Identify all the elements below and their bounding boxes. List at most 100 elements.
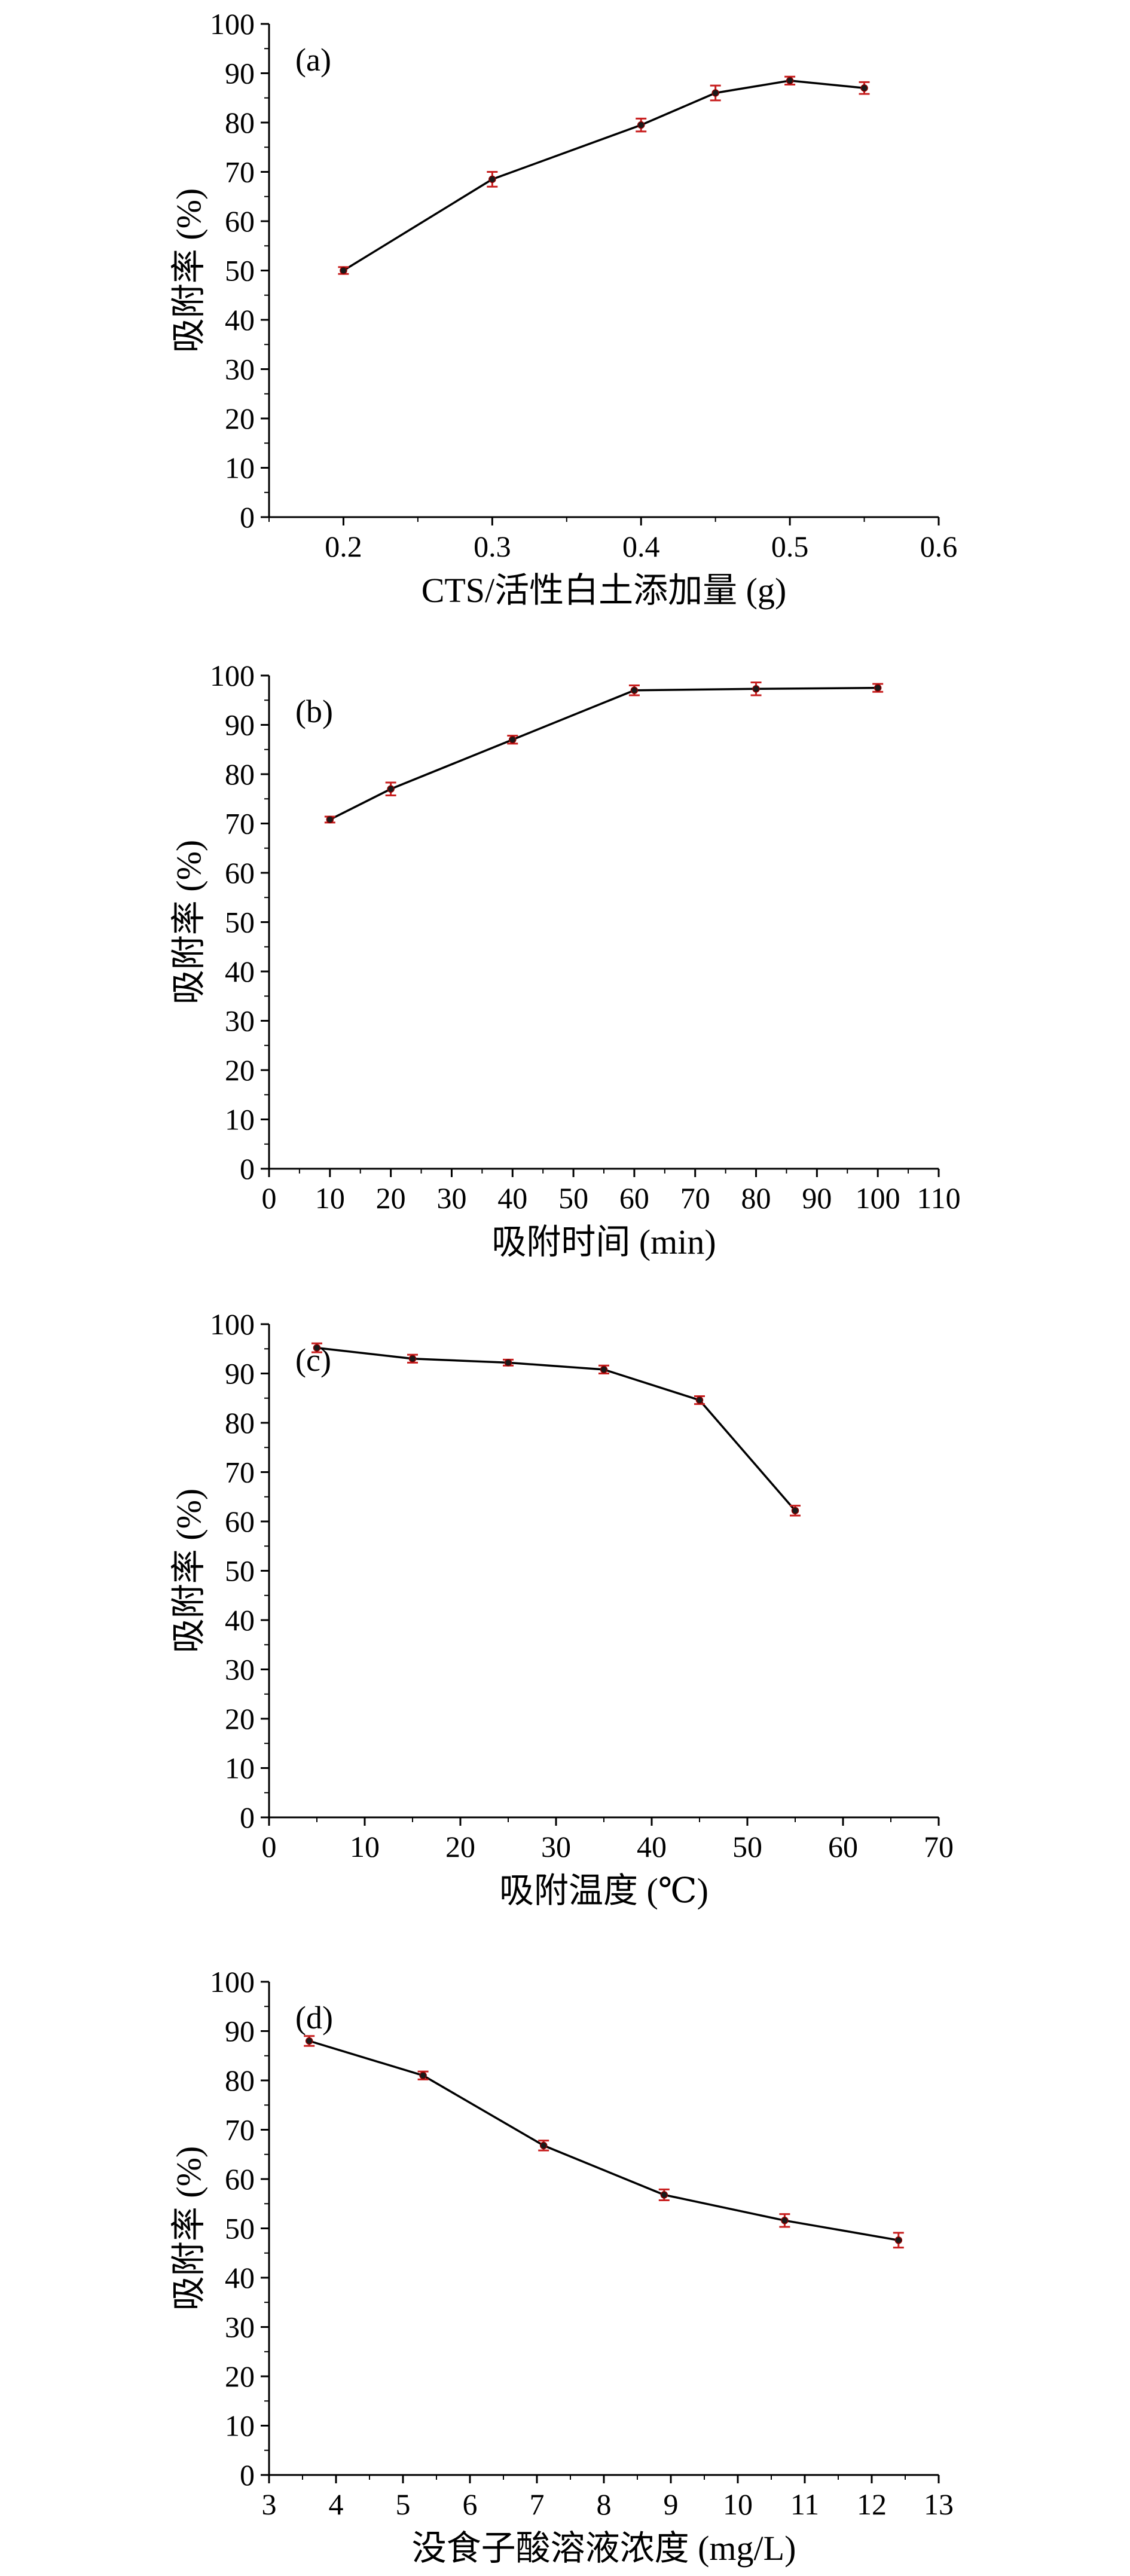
x-tick-label: 50 [732, 1830, 762, 1863]
y-tick-label: 50 [225, 1554, 255, 1588]
data-point [752, 685, 760, 693]
chart-panel-a: 0 10 20 30 40 50 60 70 80 90 100 0.2 0.3 0.4 0.5 0.6 CTS… [169, 7, 957, 610]
y-tick-label: 0 [240, 500, 255, 534]
y-tick-label: 40 [225, 303, 255, 337]
data-point [387, 785, 395, 793]
data-point [305, 2037, 313, 2045]
y-tick-label: 60 [225, 2162, 255, 2196]
data-point [419, 2071, 427, 2079]
chart-panel-c: 0 10 20 30 40 50 60 70 80 90 100 0 10 20 30 40 50 60 70 吸附温… [169, 1307, 954, 1910]
data-point [786, 77, 794, 85]
series-line [329, 686, 878, 821]
data-point [637, 121, 645, 129]
x-tick-label: 5 [396, 2488, 411, 2521]
x-tick-label: 0.6 [920, 530, 958, 563]
y-tick-label: 50 [225, 2212, 255, 2245]
x-tick-label: 90 [802, 1181, 832, 1215]
y-tick-label: 30 [225, 2311, 255, 2344]
series-line [316, 1346, 796, 1511]
y-tick-label: 20 [225, 2360, 255, 2393]
y-tick-label: 40 [225, 955, 255, 988]
data-point [791, 1507, 799, 1515]
x-tick-label: 4 [329, 2488, 344, 2521]
x-tick-label: 10 [350, 1830, 380, 1863]
x-tick-label: 70 [680, 1181, 710, 1215]
data-point [408, 1355, 417, 1362]
x-tick-label: 20 [445, 1830, 475, 1863]
y-tick-label: 70 [225, 1456, 255, 1489]
x-tick-label: 40 [637, 1830, 667, 1863]
panel-label: (a) [295, 42, 331, 78]
x-tick-label: 0 [262, 1181, 277, 1215]
y-tick-label: 0 [240, 1152, 255, 1185]
data-point [600, 1365, 608, 1374]
data-point [695, 1396, 704, 1404]
y-tick-label: 70 [225, 155, 255, 189]
y-tick-label: 80 [225, 2064, 255, 2097]
x-tick-label: 70 [924, 1830, 954, 1863]
data-point [630, 686, 639, 694]
data-point [313, 1344, 321, 1352]
data-point [781, 2217, 789, 2224]
y-tick-label: 60 [225, 204, 255, 238]
y-tick-label: 10 [225, 2409, 255, 2443]
data-point [509, 736, 517, 744]
y-tick-label: 100 [210, 7, 255, 41]
x-tick-label: 0.3 [474, 530, 511, 563]
y-tick-label: 90 [225, 57, 255, 90]
data-point [874, 684, 882, 692]
x-axis-title: 没食子酸溶液浓度 (mg/L) [412, 2529, 796, 2568]
x-tick-label: 11 [790, 2488, 819, 2521]
y-tick-label: 10 [225, 1752, 255, 1785]
y-tick-label: 90 [225, 2015, 255, 2048]
data-point [660, 2191, 668, 2199]
y-tick-label: 70 [225, 807, 255, 841]
x-tick-label: 12 [857, 2488, 887, 2521]
series-line [309, 2040, 899, 2242]
y-tick-label: 20 [225, 1053, 255, 1087]
data-point [539, 2141, 548, 2150]
y-tick-label: 80 [225, 106, 255, 139]
panel-label: (b) [295, 693, 333, 729]
x-tick-label: 0 [262, 1830, 277, 1863]
x-axis-title: 吸附温度 (℃) [499, 1871, 708, 1910]
x-tick-label: 10 [723, 2488, 753, 2521]
y-tick-label: 40 [225, 1603, 255, 1637]
y-tick-label: 100 [210, 1307, 255, 1341]
chart-panel-b: 0 10 20 30 40 50 60 70 80 90 100 0 10 20 30 40 50 60 70 80 9… [169, 659, 961, 1261]
y-tick-label: 70 [225, 2113, 255, 2147]
y-tick-label: 80 [225, 1406, 255, 1440]
y-tick-label: 100 [210, 659, 255, 692]
x-tick-label: 13 [924, 2488, 954, 2521]
x-tick-label: 100 [856, 1181, 900, 1215]
y-tick-label: 50 [225, 906, 255, 939]
y-tick-label: 90 [225, 1357, 255, 1391]
x-tick-label: 30 [541, 1830, 571, 1863]
x-tick-label: 60 [828, 1830, 858, 1863]
x-tick-label: 60 [619, 1181, 649, 1215]
x-tick-label: 20 [376, 1181, 406, 1215]
x-tick-label: 8 [597, 2488, 612, 2521]
y-tick-label: 100 [210, 1965, 255, 1999]
x-tick-label: 0.4 [622, 530, 660, 563]
x-axis-title: CTS/活性白土添加量 (g) [422, 571, 787, 610]
series-line [343, 80, 865, 271]
y-tick-label: 60 [225, 856, 255, 890]
y-tick-label: 30 [225, 1653, 255, 1686]
panel-label: (d) [295, 2000, 333, 2036]
y-axis-title: 吸附率 (%) [169, 188, 208, 353]
y-tick-label: 80 [225, 757, 255, 791]
data-point [488, 175, 496, 184]
y-tick-label: 20 [225, 1702, 255, 1735]
y-tick-label: 20 [225, 402, 255, 435]
x-tick-label: 6 [463, 2488, 478, 2521]
y-tick-label: 10 [225, 451, 255, 485]
x-axis-title: 吸附时间 (min) [491, 1223, 716, 1261]
data-point [504, 1359, 512, 1367]
x-tick-label: 9 [664, 2488, 679, 2521]
y-tick-label: 50 [225, 254, 255, 288]
x-tick-label: 110 [917, 1181, 960, 1215]
y-tick-label: 60 [225, 1505, 255, 1538]
y-tick-label: 40 [225, 2261, 255, 2294]
